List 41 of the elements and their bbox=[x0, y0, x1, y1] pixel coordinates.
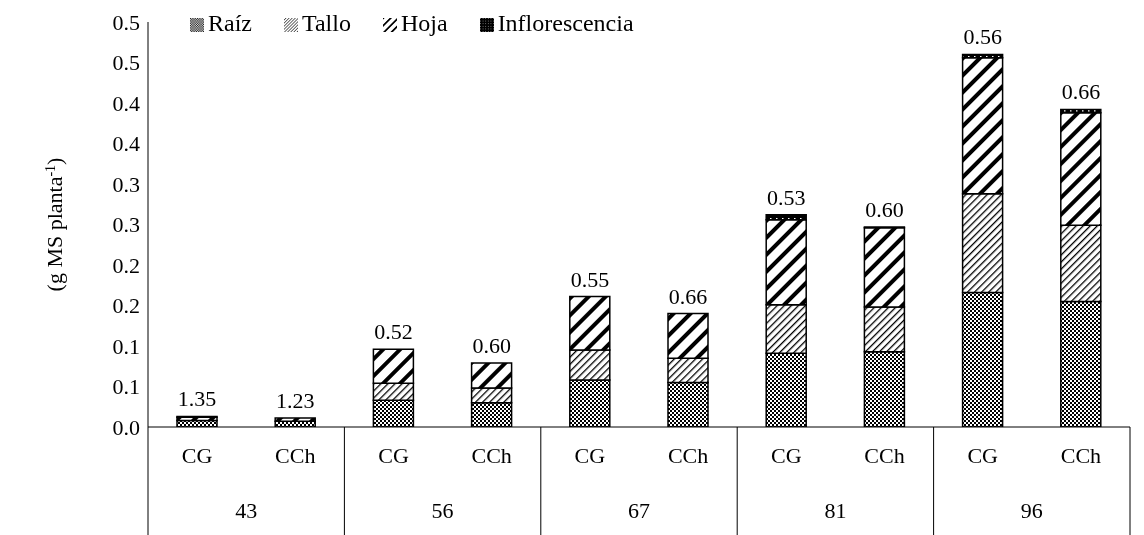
annotation: 0.52 bbox=[374, 319, 413, 345]
text: 43 bbox=[235, 498, 258, 523]
legend-label: Inflorescencia bbox=[497, 10, 634, 36]
legend-label: Raíz bbox=[208, 10, 252, 36]
text: 96 bbox=[1020, 498, 1043, 523]
y-tick-label: 0.2 bbox=[112, 252, 140, 278]
y-tick-label: 0.5 bbox=[112, 9, 140, 35]
x-tick-label: CG bbox=[181, 443, 213, 468]
annotation: 0.66 bbox=[1061, 79, 1101, 105]
text: 81 bbox=[824, 498, 847, 523]
y-tick-label: 0.1 bbox=[112, 374, 140, 400]
y-tick-label: 0.0 bbox=[112, 414, 140, 440]
y-tick-label: 0.1 bbox=[112, 333, 140, 359]
x-tick-label: CCh bbox=[864, 443, 905, 468]
legend-label: Hoja bbox=[400, 10, 448, 36]
x-tick-label: CCh bbox=[1060, 443, 1102, 468]
annotation: 1.23 bbox=[276, 388, 315, 414]
annotation: 0.55 bbox=[570, 266, 610, 292]
y-tick-label: 0.3 bbox=[112, 171, 140, 197]
y-tick-label: 0.4 bbox=[112, 131, 140, 157]
x-tick-label: CG bbox=[378, 443, 409, 468]
annotation: 0.66 bbox=[668, 283, 708, 309]
text: 56 bbox=[431, 498, 454, 523]
bar bbox=[274, 417, 316, 423]
annotation: 1.35 bbox=[177, 386, 217, 412]
annotation: 0.60 bbox=[472, 333, 511, 359]
annotation: 0.53 bbox=[767, 184, 806, 210]
x-tick-label: CCh bbox=[275, 443, 316, 468]
y-tick-label: 0.3 bbox=[112, 212, 140, 238]
annotation: 0.60 bbox=[865, 196, 904, 222]
y-tick-label: 0.5 bbox=[112, 50, 140, 76]
text: 67 bbox=[628, 498, 650, 523]
x-tick-label: CG bbox=[967, 443, 999, 468]
y-tick-label: 0.4 bbox=[112, 90, 140, 116]
legend-label: Tallo bbox=[301, 10, 351, 36]
x-tick-label: CCh bbox=[667, 443, 709, 468]
x-tick-label: CG bbox=[574, 443, 606, 468]
y-tick-label: 0.2 bbox=[112, 293, 140, 319]
x-tick-label: CG bbox=[771, 443, 802, 468]
x-tick-label: CCh bbox=[471, 443, 512, 468]
annotation: 0.56 bbox=[963, 24, 1002, 50]
